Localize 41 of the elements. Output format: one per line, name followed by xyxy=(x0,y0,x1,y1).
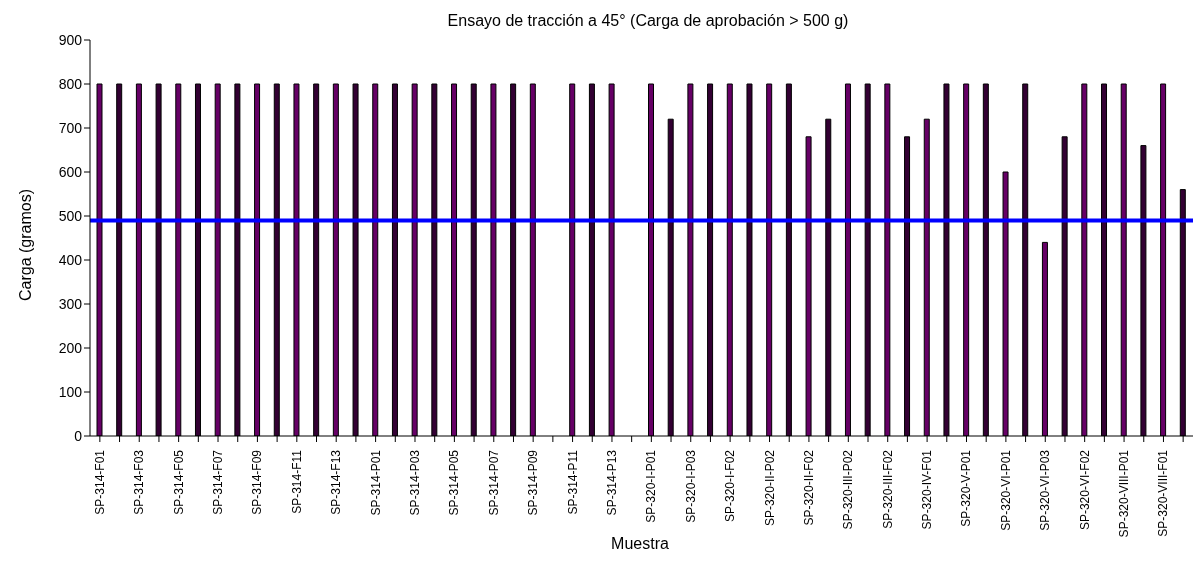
x-tick-label: SP-314-P11 xyxy=(565,449,580,515)
x-tick-label: SP-314-P01 xyxy=(368,449,383,516)
x-tick-label: SP-314-F11 xyxy=(289,449,304,514)
x-axis-title: Muestra xyxy=(611,535,669,552)
x-tick-label: SP-320-VIII-P01 xyxy=(1117,449,1132,538)
x-tick-label: SP-314-F03 xyxy=(132,449,147,515)
x-tick-label: SP-320-II-P02 xyxy=(762,449,777,527)
y-tick-label: 500 xyxy=(58,207,83,224)
y-tick-label: 0 xyxy=(74,427,83,444)
x-tick-label: SP-314-F07 xyxy=(211,449,226,515)
x-tick-label: SP-320-V-P01 xyxy=(959,449,974,527)
x-tick-label: SP-320-II-F02 xyxy=(801,449,816,526)
x-tick-label: SP-314-F05 xyxy=(171,449,186,515)
y-tick-label: 900 xyxy=(58,31,83,48)
x-tick-label: SP-314-F01 xyxy=(92,449,107,515)
y-axis-title: Carga (gramos) xyxy=(17,188,35,302)
x-tick-label: SP-320-VI-P01 xyxy=(998,449,1013,531)
x-tick-label: SP-320-III-P02 xyxy=(841,449,856,530)
chart-title: Ensayo de tracción a 45° (Carga de aprobación > 500 g) xyxy=(446,12,850,30)
x-tick-label: SP-320-VI-F02 xyxy=(1077,449,1092,531)
x-tick-label: SP-314-P09 xyxy=(526,449,541,516)
x-tick-label: SP-314-P03 xyxy=(407,449,422,516)
x-tick-label: SP-314-P07 xyxy=(486,449,501,516)
x-tick-label: SP-320-I-P01 xyxy=(644,449,659,523)
x-tick-label: SP-320-VIII-F01 xyxy=(1156,449,1171,537)
y-tick-label: 300 xyxy=(58,295,83,312)
y-tick-label: 800 xyxy=(58,75,83,92)
y-tick-label: 100 xyxy=(58,383,83,400)
y-tick-label: 600 xyxy=(58,163,83,180)
x-tick-label: SP-314-P05 xyxy=(447,449,462,516)
x-tick-label: SP-320-VI-P03 xyxy=(1038,449,1053,531)
x-tick-label: SP-320-III-F02 xyxy=(880,449,895,529)
y-tick-label: 200 xyxy=(58,339,83,356)
x-tick-label: SP-314-F09 xyxy=(250,449,265,515)
y-tick-label: 400 xyxy=(58,251,83,268)
x-tick-label: SP-320-I-F02 xyxy=(723,449,738,523)
x-tick-label: SP-320-IV-F01 xyxy=(920,449,935,530)
y-tick-label: 700 xyxy=(58,119,83,136)
x-tick-label: SP-320-I-P03 xyxy=(683,449,698,523)
x-tick-label: SP-314-F13 xyxy=(329,449,344,515)
x-tick-label: SP-314-P13 xyxy=(604,449,619,516)
